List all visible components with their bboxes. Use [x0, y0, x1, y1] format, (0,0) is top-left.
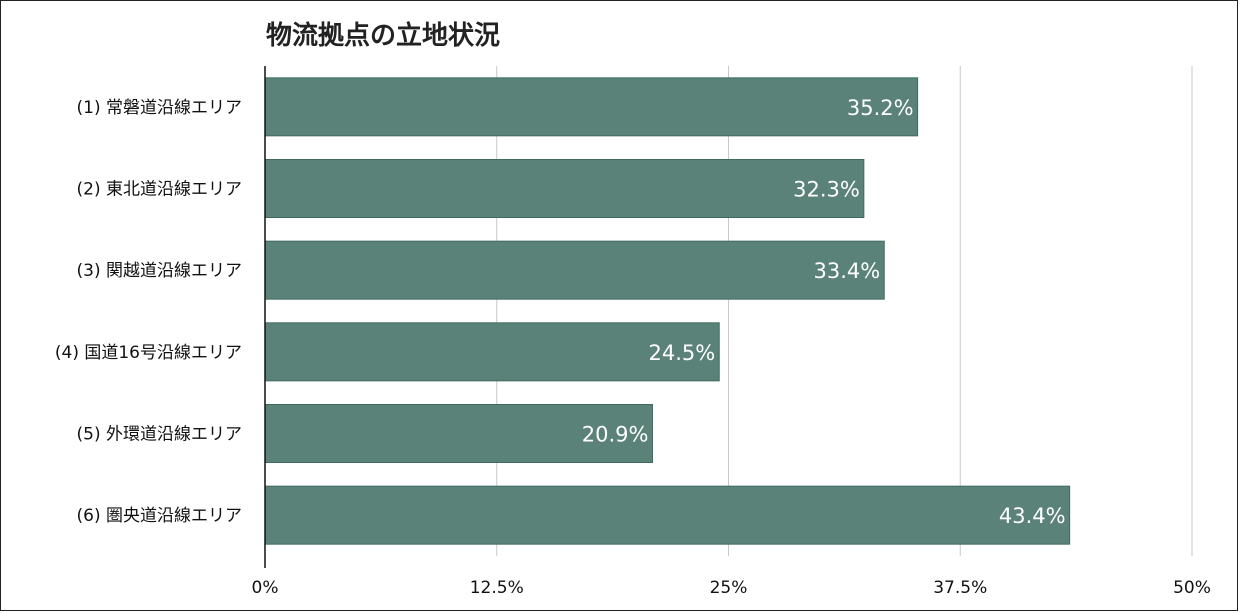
bars: 35.2% 32.3% 33.4% 24.5% 20.9% 43.4%: [264, 77, 1071, 545]
category-label: (2) 東北道沿線エリア: [77, 180, 242, 200]
bar: [264, 159, 865, 218]
x-tick-label: 0%: [252, 578, 279, 598]
x-tick-label: 12.5%: [470, 578, 524, 598]
x-tick-label: 37.5%: [933, 578, 987, 598]
bar-value-label: 24.5%: [649, 341, 716, 365]
bar: [264, 77, 919, 137]
x-tick-labels: 0% 12.5% 25% 37.5% 50%: [252, 578, 1211, 598]
bar-value-label: 20.9%: [582, 423, 649, 447]
bar: [264, 322, 720, 382]
category-labels: (1) 常磐道沿線エリア (2) 東北道沿線エリア (3) 関越道沿線エリア (4) …: [55, 98, 242, 526]
x-tick-label: 25%: [710, 578, 748, 598]
category-label: (4) 国道16号沿線エリア: [55, 343, 242, 363]
category-label: (6) 圏央道沿線エリア: [77, 506, 242, 526]
chart-title: 物流拠点の立地状況: [266, 21, 501, 51]
x-tick-label: 50%: [1173, 578, 1211, 598]
bar-value-label: 33.4%: [814, 259, 881, 283]
bar: [264, 404, 653, 463]
category-label: (5) 外環道沿線エリア: [77, 425, 242, 445]
bar-value-label: 43.4%: [999, 504, 1066, 528]
bar: [264, 485, 1071, 545]
category-label: (1) 常磐道沿線エリア: [77, 98, 242, 118]
category-label: (3) 関越道沿線エリア: [77, 261, 242, 281]
bar-value-label: 32.3%: [793, 178, 860, 202]
bar: [264, 240, 885, 300]
bar-value-label: 35.2%: [847, 96, 914, 120]
grid-lines: [496, 66, 1193, 556]
